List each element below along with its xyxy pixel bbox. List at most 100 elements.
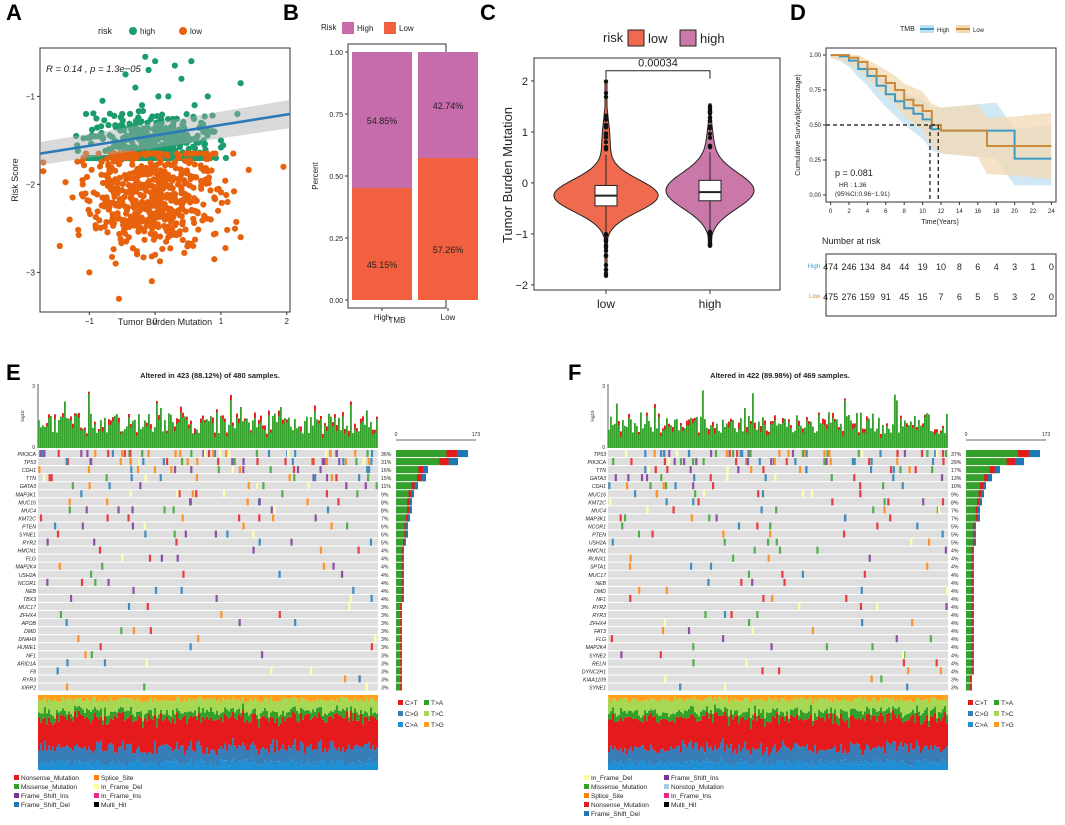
- snv-spectrum-segment: [352, 695, 355, 701]
- snv-spectrum-segment: [128, 763, 131, 770]
- tmb-bar-segment: [728, 421, 730, 428]
- snv-spectrum-segment: [678, 709, 681, 718]
- snv-spectrum-segment: [88, 762, 91, 770]
- tmb-bar-segment: [46, 423, 48, 427]
- low-point: [129, 161, 136, 168]
- snv-spectrum-segment: [926, 745, 929, 762]
- snv-spectrum-segment: [320, 739, 323, 761]
- snv-spectrum-segment: [766, 701, 769, 713]
- tmb-bar: [240, 406, 242, 448]
- snv-spectrum-segment: [808, 718, 811, 751]
- snv-spectrum-segment: [344, 698, 347, 711]
- mutation-cell: [907, 667, 910, 675]
- snv-spectrum-segment: [184, 698, 187, 712]
- snv-spectrum-segment: [876, 695, 879, 703]
- gene-mutation-bar: [966, 627, 974, 635]
- snv-spectrum-segment: [838, 700, 841, 719]
- snv-spectrum-segment: [706, 712, 709, 742]
- snv-spectrum-segment: [290, 760, 293, 770]
- snv-spectrum-segment: [200, 712, 203, 723]
- snv-spectrum-segment: [60, 747, 63, 761]
- tmb-bar: [102, 427, 104, 448]
- tmb-bar: [634, 423, 636, 448]
- tmb-bar: [100, 420, 102, 448]
- tmb-bar: [184, 416, 186, 448]
- snv-spectrum-segment: [72, 716, 75, 722]
- mutation-cell: [608, 482, 611, 490]
- mutation-cell: [723, 538, 726, 546]
- tmb-bar: [616, 403, 618, 448]
- snv-spectrum-segment: [642, 745, 645, 761]
- snv-spectrum-segment: [710, 714, 713, 747]
- snv-spectrum-segment: [858, 764, 861, 770]
- snv-spectrum-segment: [610, 711, 613, 720]
- mutation-cell: [939, 667, 942, 675]
- snv-spectrum-segment: [868, 762, 871, 770]
- snv-spectrum-segment: [102, 695, 105, 703]
- tmb-bar: [68, 418, 70, 448]
- snv-spectrum-segment: [862, 717, 865, 756]
- snv-spectrum-segment: [752, 699, 755, 715]
- snv-spectrum-segment: [944, 748, 947, 762]
- snv-spectrum-segment: [718, 762, 721, 770]
- snv-spectrum-segment: [180, 719, 183, 746]
- snv-spectrum-segment: [692, 695, 695, 699]
- snv-spectrum-segment: [636, 709, 639, 719]
- snv-spectrum-segment: [42, 750, 45, 765]
- mutation-cell: [325, 474, 329, 482]
- snv-spectrum-segment: [336, 695, 339, 699]
- snv-spectrum-segment: [684, 744, 687, 762]
- mutation-cell: [242, 458, 245, 466]
- snv-spectrum-segment: [370, 695, 373, 698]
- snv-spectrum-segment: [694, 697, 697, 713]
- snv-spectrum-segment: [42, 718, 45, 751]
- snv-spectrum-segment: [758, 748, 761, 762]
- mutation-cell: [831, 498, 834, 506]
- snv-spectrum-segment: [662, 719, 665, 749]
- tmb-bar-segment: [314, 405, 316, 412]
- low-point: [171, 159, 178, 166]
- tmb-bar-segment: [658, 413, 660, 418]
- snv-spectrum-segment: [296, 698, 299, 711]
- tmb-bar: [812, 426, 814, 448]
- snv-spectrum-segment: [64, 695, 67, 700]
- snv-spectrum-segment: [676, 695, 679, 701]
- snv-spectrum-segment: [698, 695, 701, 700]
- mutation-cell: [130, 474, 133, 482]
- high-point: [99, 97, 106, 104]
- snv-spectrum-segment: [258, 727, 261, 755]
- tmb-bar: [218, 433, 220, 448]
- low-point: [178, 190, 185, 197]
- snv-spectrum-segment: [250, 713, 253, 723]
- snv-spectrum-segment: [898, 706, 901, 715]
- mutation-cell: [745, 458, 748, 466]
- low-point: [139, 226, 146, 233]
- snv-spectrum-segment: [174, 701, 177, 715]
- x-tick-label: high: [699, 297, 722, 311]
- snv-spectrum-segment: [774, 744, 777, 766]
- snv-spectrum-segment: [850, 742, 853, 763]
- low-point: [92, 225, 100, 232]
- gene-mutation-bar-segment: [994, 466, 1000, 474]
- snv-spectrum-segment: [368, 695, 371, 702]
- snv-spectrum-segment: [110, 762, 113, 770]
- tmb-bar: [760, 426, 762, 448]
- risk-count: 0: [1049, 292, 1054, 302]
- snv-spectrum-segment: [142, 695, 145, 703]
- snv-spectrum-segment: [122, 695, 125, 698]
- gene-frequency: 3%: [381, 669, 389, 675]
- snv-spectrum-segment: [206, 747, 209, 766]
- snv-spectrum-segment: [654, 750, 657, 766]
- oncoplot-title: Altered in 422 (89.98%) of 469 samples.: [710, 371, 850, 380]
- snv-spectrum-segment: [50, 750, 53, 762]
- snv-spectrum-segment: [816, 753, 819, 766]
- snv-spectrum-segment: [872, 748, 875, 762]
- snv-spectrum-segment: [42, 713, 45, 719]
- tmb-bar: [860, 412, 862, 448]
- x-tick-label: 0: [153, 317, 158, 326]
- snv-spectrum-segment: [764, 700, 767, 719]
- outlier-point: [603, 231, 609, 237]
- snv-spectrum-segment: [130, 695, 133, 698]
- snv-spectrum-segment: [256, 763, 259, 770]
- mutation-cell: [702, 458, 705, 466]
